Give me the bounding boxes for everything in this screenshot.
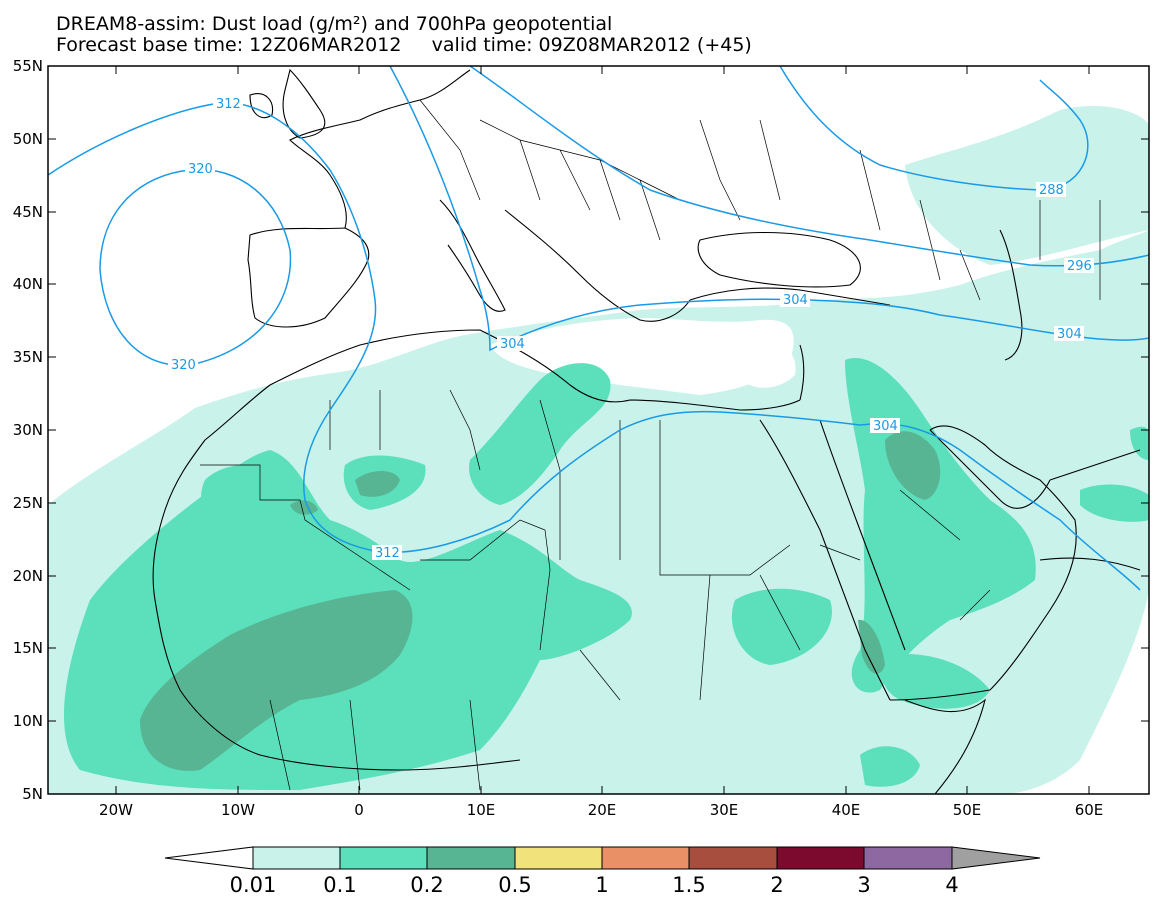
contour-label: 312 — [375, 546, 400, 561]
lon-label: 0 — [354, 801, 364, 819]
colorbar-swatch — [601, 846, 690, 870]
colorbar-label: 0.01 — [230, 873, 277, 897]
lon-label: 40E — [832, 801, 861, 819]
contour-label: 312 — [216, 97, 241, 112]
colorbar-swatch — [426, 846, 516, 870]
contour-label: 288 — [1039, 183, 1064, 198]
lat-label: 25N — [13, 494, 43, 512]
dust-shading — [48, 105, 1149, 794]
colorbar: 0.01 0.1 0.2 0.5 1 1.5 2 3 4 — [164, 846, 1041, 897]
colorbar-swatch — [514, 846, 603, 870]
colorbar-label: 2 — [770, 873, 783, 897]
colorbar-left-arrow — [164, 846, 254, 870]
colorbar-swatch — [339, 846, 428, 870]
colorbar-label: 0.1 — [323, 873, 356, 897]
lon-label: 10E — [467, 801, 496, 819]
contour-label: 296 — [1067, 259, 1092, 274]
contour-label: 304 — [1057, 327, 1082, 342]
contour-296 — [469, 66, 1149, 267]
map-title: DREAM8-assim: Dust load (g/m²) and 700hP… — [56, 13, 613, 35]
contour-304 — [389, 66, 1149, 352]
lat-label: 20N — [13, 567, 43, 585]
contour-320 — [99, 168, 292, 367]
contour-312-west — [48, 102, 1141, 591]
contour-label: 304 — [783, 293, 808, 308]
lon-label: 50E — [953, 801, 982, 819]
colorbar-label: 1.5 — [672, 873, 705, 897]
lat-label: 50N — [13, 130, 43, 148]
dust-level-high — [140, 590, 413, 771]
lat-label: 40N — [13, 275, 43, 293]
colorbar-swatch — [776, 846, 865, 870]
lat-label: 35N — [13, 348, 43, 366]
lon-label: 10W — [221, 801, 255, 819]
colorbar-label: 0.2 — [410, 873, 443, 897]
lon-axis: 20W 10W 0 10E 20E 30E 40E 50E 60E — [99, 66, 1103, 819]
lat-label: 55N — [13, 57, 43, 75]
lon-label: 60E — [1075, 801, 1104, 819]
colorbar-label: 3 — [857, 873, 870, 897]
contour-labels: 320 320 312 304 312 304 304 304 288 296 — [168, 96, 1094, 561]
contour-label: 320 — [171, 358, 196, 373]
colorbar-swatch — [863, 846, 953, 870]
contour-label: 304 — [873, 419, 898, 434]
lat-label: 10N — [13, 712, 43, 730]
lat-label: 45N — [13, 203, 43, 221]
contour-label: 320 — [188, 162, 213, 177]
lat-axis: 55N 50N 45N 40N 35N 30N 25N 20N 15N 10N … — [13, 57, 1149, 803]
colorbar-label: 0.5 — [498, 873, 531, 897]
forecast-time-line: Forecast base time: 12Z06MAR2012 valid t… — [56, 34, 752, 56]
contour-label: 304 — [500, 337, 525, 352]
colorbar-label: 4 — [945, 873, 958, 897]
colorbar-label: 1 — [595, 873, 608, 897]
lon-label: 20W — [99, 801, 133, 819]
contour-288 — [779, 66, 1089, 191]
lat-label: 5N — [22, 785, 43, 803]
lat-label: 30N — [13, 421, 43, 439]
colorbar-right-arrow — [951, 846, 1041, 870]
colorbar-swatch — [688, 846, 778, 870]
colorbar-swatch — [252, 846, 341, 870]
lat-label: 15N — [13, 639, 43, 657]
lon-label: 30E — [710, 801, 739, 819]
lon-label: 20E — [588, 801, 617, 819]
